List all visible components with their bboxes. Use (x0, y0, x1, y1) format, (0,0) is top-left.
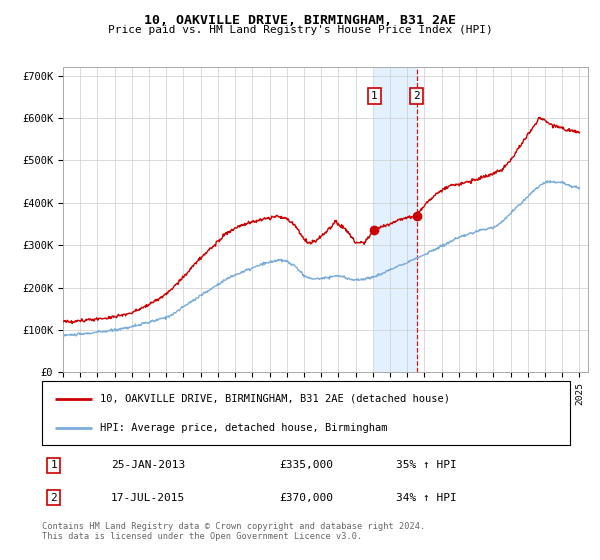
Text: 2: 2 (50, 493, 57, 502)
Text: £335,000: £335,000 (280, 460, 334, 470)
Text: 1: 1 (371, 91, 377, 101)
Text: Price paid vs. HM Land Registry's House Price Index (HPI): Price paid vs. HM Land Registry's House … (107, 25, 493, 35)
Text: £370,000: £370,000 (280, 493, 334, 502)
Text: 10, OAKVILLE DRIVE, BIRMINGHAM, B31 2AE: 10, OAKVILLE DRIVE, BIRMINGHAM, B31 2AE (144, 14, 456, 27)
Text: Contains HM Land Registry data © Crown copyright and database right 2024.
This d: Contains HM Land Registry data © Crown c… (42, 522, 425, 542)
Text: 34% ↑ HPI: 34% ↑ HPI (396, 493, 457, 502)
Text: 10, OAKVILLE DRIVE, BIRMINGHAM, B31 2AE (detached house): 10, OAKVILLE DRIVE, BIRMINGHAM, B31 2AE … (100, 394, 450, 404)
Text: 17-JUL-2015: 17-JUL-2015 (110, 493, 185, 502)
Text: HPI: Average price, detached house, Birmingham: HPI: Average price, detached house, Birm… (100, 423, 388, 433)
Text: 35% ↑ HPI: 35% ↑ HPI (396, 460, 457, 470)
Bar (374, 67, 416, 372)
Text: 2: 2 (413, 91, 420, 101)
Text: 1: 1 (50, 460, 57, 470)
Text: 25-JAN-2013: 25-JAN-2013 (110, 460, 185, 470)
